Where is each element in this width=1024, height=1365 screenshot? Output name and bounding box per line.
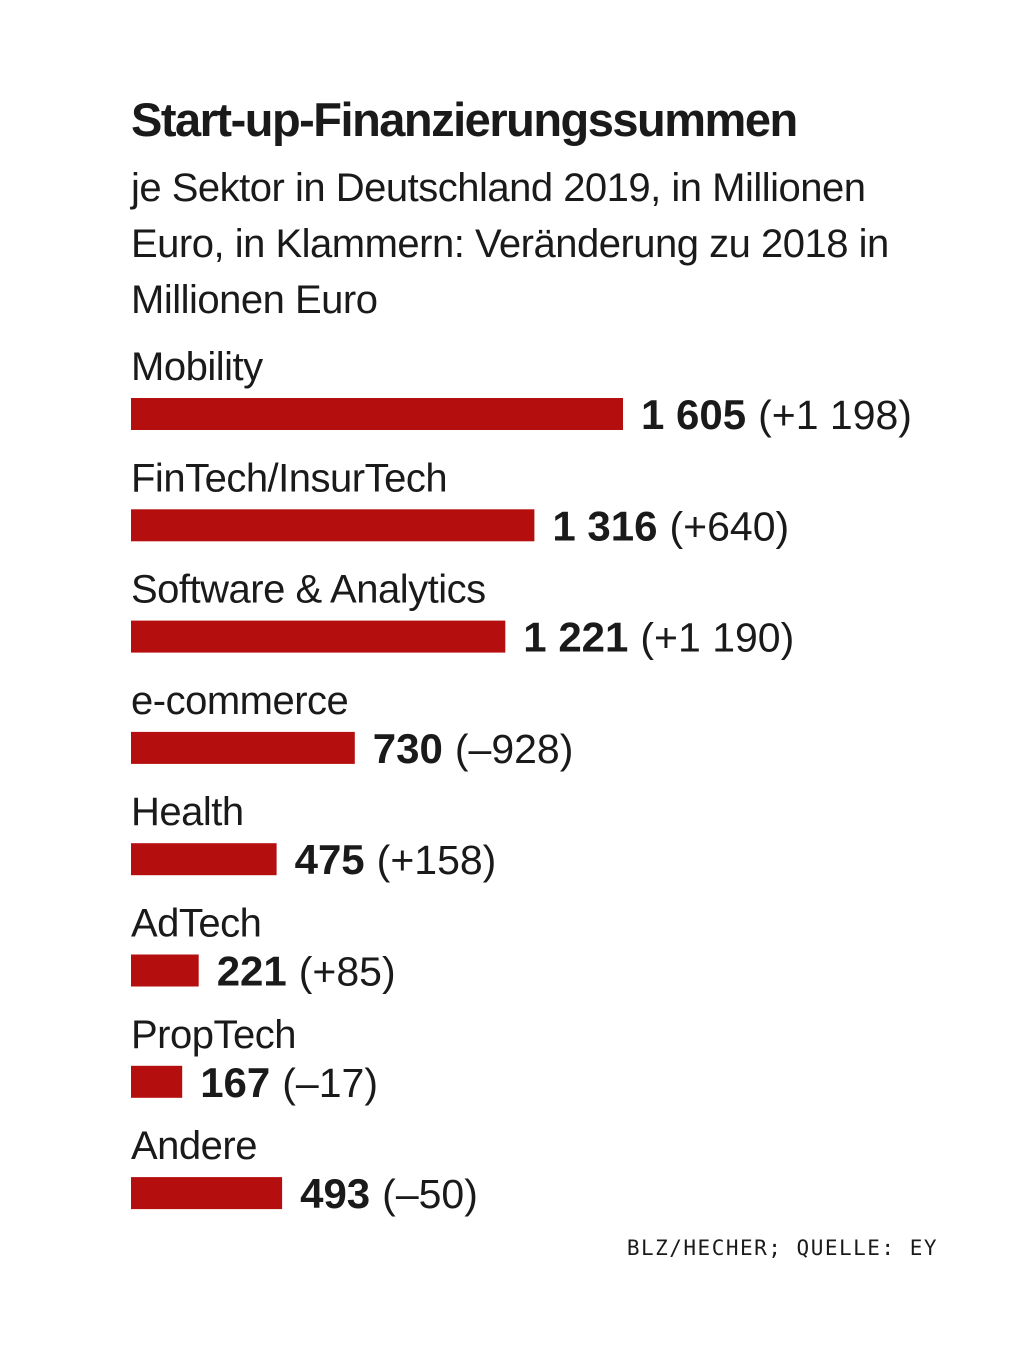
category-label-proptech: PropTech [131,1013,296,1057]
value-label-software-analytics: 1 221 [523,614,628,661]
value-label-e-commerce: 730 [373,725,443,772]
data-label-fintech-insurtech: 1 316 (+640) [552,502,789,549]
chart-title: Start-up-Finanzierungssummen [131,93,798,146]
data-label-health: 475 (+158) [295,836,497,883]
data-label-adtech: 221 (+85) [217,948,396,995]
change-label-proptech: (–17) [282,1060,378,1106]
bar-proptech [131,1065,183,1098]
change-label-fintech-insurtech: (+640) [670,503,790,549]
value-label-health: 475 [295,836,365,883]
bar-mobility [131,398,623,430]
category-label-andere: Andere [131,1124,257,1168]
change-label-mobility: (+1 198) [758,392,912,438]
value-label-mobility: 1 605 [641,391,746,438]
value-label-andere: 493 [300,1170,370,1217]
chart-subtitle: je Sektor in Deutschland 2019, in Millio… [131,166,889,322]
category-label-adtech: AdTech [131,902,261,946]
change-label-andere: (–50) [382,1171,478,1217]
change-label-health: (+158) [377,837,497,883]
data-label-e-commerce: 730 (–928) [373,725,574,772]
value-label-fintech-insurtech: 1 316 [552,502,657,549]
category-label-software-analytics: Software & Analytics [131,568,486,612]
data-label-mobility: 1 605 (+1 198) [641,391,912,438]
value-label-adtech: 221 [217,948,287,995]
change-label-software-analytics: (+1 190) [640,615,794,661]
category-label-health: Health [131,790,244,834]
category-label-e-commerce: e-commerce [131,679,348,723]
bar-adtech [131,954,199,987]
data-label-software-analytics: 1 221 (+1 190) [523,614,794,661]
category-label-fintech-insurtech: FinTech/InsurTech [131,456,447,500]
bar-fintech-insurtech [131,509,535,542]
bar-andere [131,1177,283,1210]
bar-e-commerce [131,731,355,764]
bar-software-analytics [131,620,506,653]
change-label-adtech: (+85) [299,949,396,995]
bar-health [131,843,277,876]
value-label-proptech: 167 [200,1059,270,1106]
data-label-andere: 493 (–50) [300,1170,478,1217]
data-label-proptech: 167 (–17) [200,1059,378,1106]
change-label-e-commerce: (–928) [455,726,574,772]
category-label-mobility: Mobility [131,345,263,389]
source-credit: BLZ/HECHER; QUELLE: EY [626,1236,938,1260]
